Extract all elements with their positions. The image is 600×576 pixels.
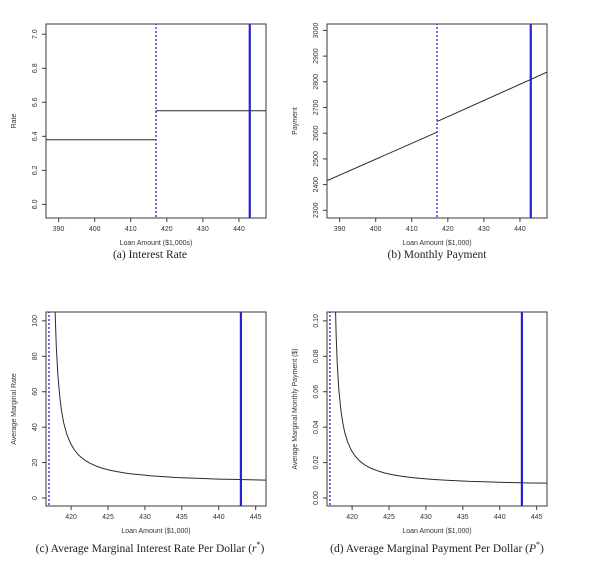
caption-avg-marginal-rate: (c) Average Marginal Interest Rate Per D…: [0, 540, 300, 555]
caption-text: (a) Interest Rate: [112, 249, 188, 261]
y-tick-label: 0.10: [313, 314, 320, 328]
avg-marginal-payment-curve: [335, 312, 547, 484]
y-tick-label: 2900: [313, 48, 320, 64]
caption-suffix: ): [540, 543, 544, 555]
x-tick-label: 440: [494, 514, 506, 521]
x-tick-label: 390: [53, 226, 65, 233]
y-axis-label: Average Marginal Rate: [11, 373, 18, 445]
caption-star: *: [256, 540, 261, 550]
x-tick-label: 430: [478, 226, 490, 233]
y-tick-label: 6.4: [32, 131, 39, 141]
monthly-payment-chart: 390 400 410 420 430 440 2300 2400 2500 2600 2700 28…: [292, 23, 548, 247]
y-tick-label: 2400: [313, 177, 320, 193]
x-tick-label: 410: [406, 226, 418, 233]
caption-math-symbol: r: [252, 543, 257, 555]
y-tick-label: 80: [32, 352, 39, 360]
y-tick-label: 3000: [313, 23, 320, 39]
payment-conforming-segment: [327, 131, 438, 182]
y-tick-label: 100: [32, 315, 39, 327]
y-tick-label: 0.02: [313, 456, 320, 470]
avg-marginal-rate-chart: 420 425 430 435 440 445 0 20 40 60 80 100 Loan Amoun…: [11, 311, 267, 535]
y-tick-label: 6.6: [32, 97, 39, 107]
x-tick-label: 420: [161, 226, 173, 233]
x-tick-label: 430: [420, 514, 432, 521]
x-tick-label: 440: [233, 226, 245, 233]
x-tick-label: 400: [89, 226, 101, 233]
x-tick-label: 435: [176, 514, 188, 521]
x-tick-label: 445: [250, 514, 262, 521]
y-tick-label: 6.2: [32, 165, 39, 175]
x-tick-label: 440: [213, 514, 225, 521]
caption-math-symbol: P: [528, 543, 537, 555]
avg-marginal-rate-curve: [54, 312, 266, 481]
avg-marginal-payment-chart: 420 425 430 435 440 445 0.00 0.02 0.04 0.06 0.08 0.…: [292, 311, 548, 535]
caption-interest-rate: (a) Interest Rate: [0, 249, 300, 261]
y-tick-label: 6.0: [32, 199, 39, 209]
y-tick-label: 2600: [313, 125, 320, 141]
subplot-monthly-payment: 390 400 410 420 430 440 2300 2400 2500 2600 2700 28…: [292, 0, 600, 288]
x-tick-label: 420: [346, 514, 358, 521]
plot-frame: [45, 311, 267, 507]
plot-frame: [326, 311, 548, 507]
x-tick-label: 400: [370, 226, 382, 233]
y-axis-label: Payment: [292, 107, 299, 135]
x-tick-label: 435: [457, 514, 469, 521]
y-tick-label: 60: [32, 388, 39, 396]
x-axis-label: Loan Amount ($1,000s): [120, 240, 193, 247]
caption-text: (b) Monthly Payment: [387, 249, 487, 261]
x-tick-label: 420: [442, 226, 454, 233]
x-tick-label: 390: [334, 226, 346, 233]
y-tick-label: 0.06: [313, 385, 320, 399]
subplot-interest-rate: 390 400 410 420 430 440 6.0 6.2 6.4 6.6 6.8 7.0 Loan…: [0, 0, 300, 288]
y-tick-label: 2800: [313, 74, 320, 90]
y-tick-label: 40: [32, 423, 39, 431]
caption-text: (d) Average Marginal Payment Per Dollar …: [330, 543, 529, 555]
caption-star: *: [536, 540, 541, 550]
x-tick-label: 425: [102, 514, 114, 521]
x-axis-label: Loan Amount ($1,000): [121, 528, 190, 535]
y-tick-label: 0.04: [313, 420, 320, 434]
x-tick-label: 425: [383, 514, 395, 521]
y-tick-label: 2300: [313, 202, 320, 218]
y-tick-label: 0.00: [313, 491, 320, 505]
x-tick-label: 420: [65, 514, 77, 521]
y-tick-label: 0.08: [313, 349, 320, 363]
x-tick-label: 445: [531, 514, 543, 521]
y-axis-label: Rate: [11, 114, 18, 129]
x-tick-label: 430: [197, 226, 209, 233]
y-tick-label: 20: [32, 459, 39, 467]
interest-rate-chart: 390 400 410 420 430 440 6.0 6.2 6.4 6.6 6.8 7.0 Loan…: [11, 23, 267, 247]
x-tick-label: 430: [139, 514, 151, 521]
y-tick-label: 6.8: [32, 63, 39, 73]
y-tick-label: 7.0: [32, 29, 39, 39]
y-axis-label: Average Marginal Monthly Payment ($): [292, 348, 299, 469]
y-tick-label: 0: [32, 496, 39, 500]
y-tick-label: 2700: [313, 100, 320, 116]
x-tick-label: 410: [125, 226, 137, 233]
caption-avg-marginal-payment: (d) Average Marginal Payment Per Dollar …: [300, 540, 600, 555]
x-axis-label: Loan Amount ($1,000): [402, 528, 471, 535]
subplot-avg-marginal-rate: 420 425 430 435 440 445 0 20 40 60 80 100 Loan Amoun…: [0, 288, 300, 576]
payment-jumbo-segment: [436, 71, 547, 123]
x-tick-label: 440: [514, 226, 526, 233]
x-axis-label: Loan Amount ($1,000): [402, 240, 471, 247]
caption-text: (c) Average Marginal Interest Rate Per D…: [35, 543, 253, 555]
subplot-avg-marginal-payment: 420 425 430 435 440 445 0.00 0.02 0.04 0.06 0.08 0.…: [292, 288, 600, 576]
y-tick-label: 2500: [313, 151, 320, 167]
caption-suffix: ): [260, 543, 265, 555]
caption-monthly-payment: (b) Monthly Payment: [300, 249, 600, 261]
